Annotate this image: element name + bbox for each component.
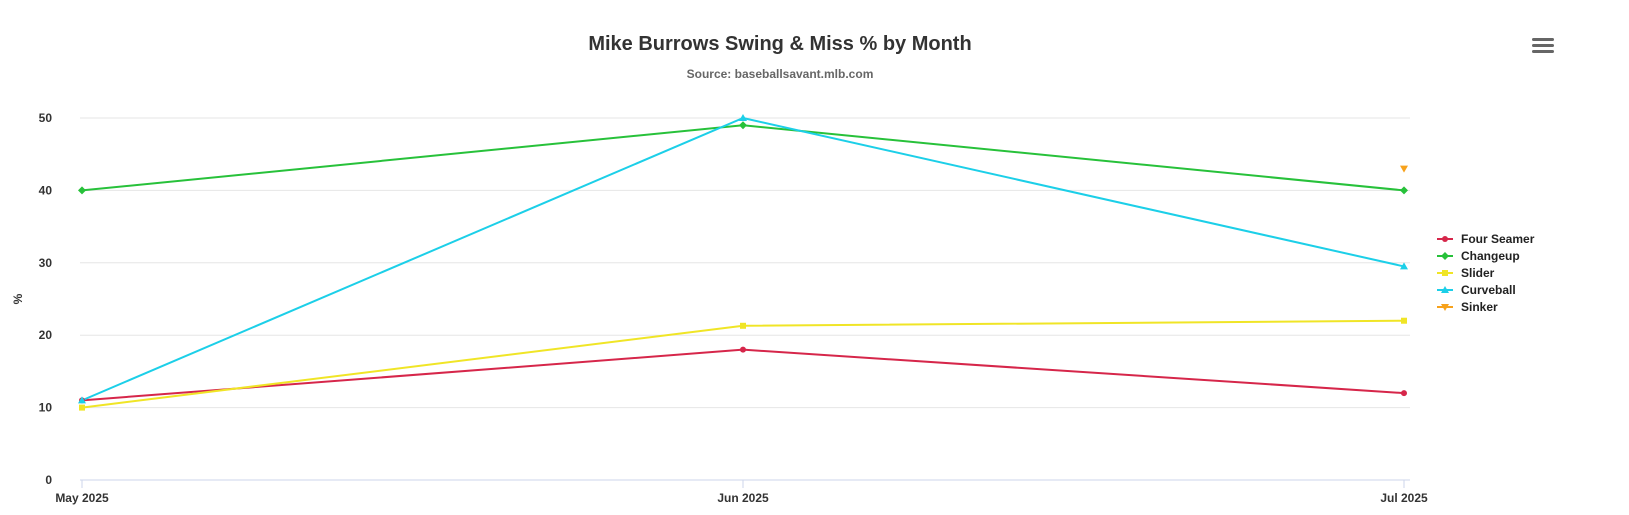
data-point (1400, 165, 1408, 173)
data-point (78, 396, 86, 404)
data-point (79, 404, 85, 411)
legend-item[interactable]: Curveball (1437, 283, 1516, 297)
data-point (740, 346, 746, 353)
y-tick-label: 30 (39, 256, 53, 270)
data-point (1400, 186, 1408, 195)
legend: Four Seamer Changeup Slider Curveball Sinker (1437, 232, 1535, 314)
chart-title: Mike Burrows Swing & Miss % by Month (588, 33, 971, 55)
legend-label: Changeup (1461, 249, 1520, 263)
legend-marker (1441, 252, 1449, 260)
legend-marker (1441, 286, 1449, 293)
x-tick-label: May 2025 (55, 491, 109, 505)
legend-label: Four Seamer (1461, 232, 1535, 246)
y-tick-label: 50 (39, 111, 53, 125)
series-line (81, 319, 1405, 409)
y-tick-label: 20 (39, 328, 53, 342)
hamburger-menu-icon[interactable] (1532, 38, 1554, 53)
legend-label: Slider (1461, 266, 1495, 280)
data-point (739, 121, 747, 130)
y-tick-label: 10 (39, 401, 53, 415)
legend-label: Curveball (1461, 283, 1516, 297)
y-tick-label: 0 (45, 473, 52, 487)
series-line (81, 117, 1405, 402)
legend-item[interactable]: Sinker (1437, 300, 1498, 314)
data-point (1401, 390, 1407, 397)
legend-item[interactable]: Changeup (1437, 249, 1520, 263)
axes: 0 10 20 30 40 50 May 2025 Jun 2025 Jul 2025% (11, 111, 1428, 505)
data-point (78, 186, 86, 195)
data-point (1400, 262, 1408, 270)
series-line (81, 348, 1405, 402)
data-point (739, 114, 747, 121)
y-tick-label: 40 (39, 183, 53, 197)
legend-marker (1441, 304, 1449, 311)
data-point (1401, 317, 1407, 324)
legend-item[interactable]: Four Seamer (1437, 232, 1535, 246)
y-axis-title: % (11, 293, 25, 304)
chart-subtitle: Source: baseballsavant.mlb.com (687, 67, 874, 81)
legend-marker (1442, 236, 1448, 242)
grid (80, 117, 1410, 409)
series-markers (78, 114, 1408, 411)
x-tick-label: Jul 2025 (1380, 491, 1428, 505)
legend-marker (1442, 270, 1448, 276)
legend-label: Sinker (1461, 300, 1498, 314)
x-tick-label: Jun 2025 (717, 491, 769, 505)
data-point (740, 322, 746, 329)
series-line (81, 124, 1405, 192)
legend-item[interactable]: Slider (1437, 266, 1495, 280)
